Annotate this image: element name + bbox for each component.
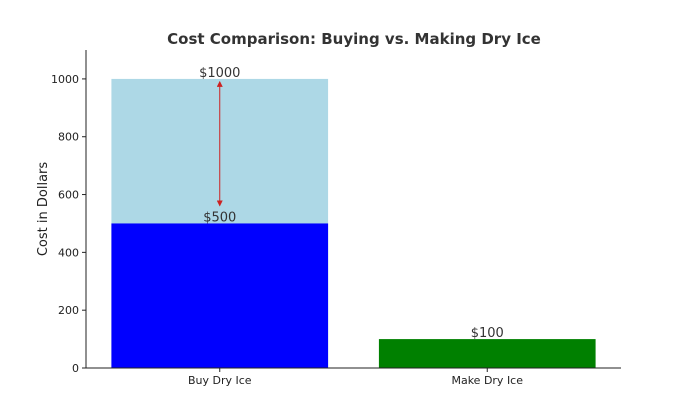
data-labels-layer: $1000 $500 $100: [199, 66, 504, 341]
y-tick-label-400: 400: [58, 246, 79, 259]
y-tick-label-800: 800: [58, 131, 79, 144]
axes-layer: 0 200 400 600 800 1000 Buy Dry Ice Make Dry Ice: [51, 50, 621, 387]
y-tick-label-0: 0: [72, 362, 79, 375]
y-tick-label-200: 200: [58, 304, 79, 317]
y-axis-label: Cost in Dollars: [36, 162, 51, 257]
x-tick-label-1: Buy Dry Ice: [188, 374, 252, 387]
x-tick-label-2: Make Dry Ice: [451, 374, 523, 387]
chart-title: Cost Comparison: Buying vs. Making Dry I…: [167, 30, 541, 48]
y-tick-label-600: 600: [58, 189, 79, 202]
bars-layer: [111, 78, 596, 368]
bar-2: [111, 223, 329, 368]
data-label-3: $100: [471, 326, 504, 341]
data-label-1: $1000: [199, 66, 240, 81]
data-label-2: $500: [203, 210, 236, 225]
y-tick-label-1000: 1000: [51, 73, 79, 86]
bar-3: [378, 339, 596, 368]
